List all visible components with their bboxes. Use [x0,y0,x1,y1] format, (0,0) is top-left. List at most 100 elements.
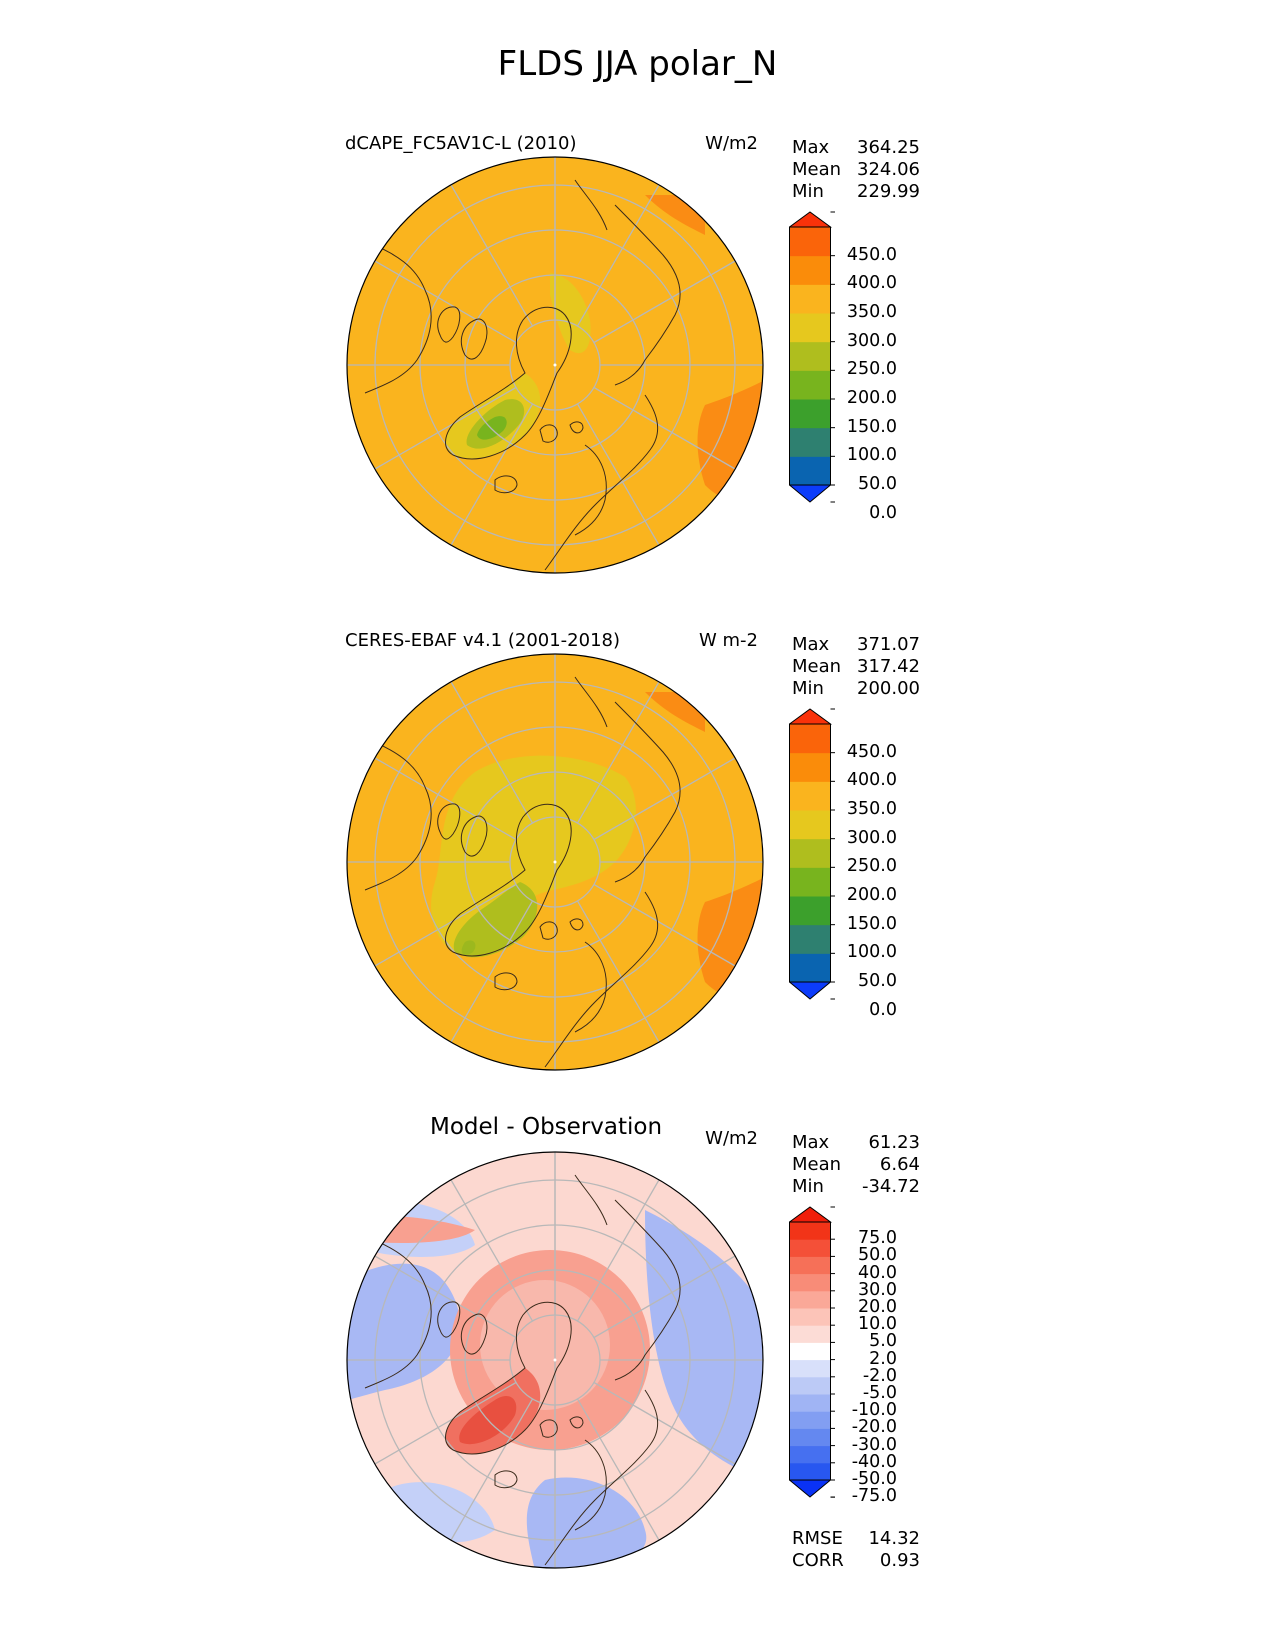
stat-value: 200.00 [857,678,920,699]
coastline [614,1199,681,1381]
pole-marker [553,1358,557,1362]
colorbar-tick-label: 50.0 [858,474,897,494]
colorbar-tick-label: 50.0 [858,1245,897,1266]
panel-difference: Model - Observation W/m2 Max 61.23 Mean 6.… [0,1114,1275,1608]
colorbar-extend-max [789,708,833,725]
colorbar-tick-label: 100.0 [846,942,897,963]
polar-map [346,1151,764,1569]
stats-box: Max 61.23 Mean 6.64 Min -34.72 [792,1132,920,1198]
map-boundary [346,1151,764,1569]
coastline [544,1389,659,1566]
polar-map [346,653,764,1071]
panel-title: dCAPE_FC5AV1C-L (2010) [345,133,577,154]
units-label: W/m2 [705,133,758,154]
stat-value: 14.32 [868,1528,920,1549]
coastline [574,444,607,536]
colorbar-segment [789,1256,831,1275]
colorbar-segment [789,1273,831,1292]
longitude-gridline [576,681,660,824]
colorbar-segment [789,752,831,782]
coastline [460,1313,488,1355]
stat-label: Mean [792,1154,842,1175]
longitude-gridline [576,1398,660,1541]
coastline [460,815,488,857]
colorbar-segment [789,1239,831,1257]
longitude-gridline [374,1255,517,1339]
colorbar-tick-label: 2.0 [869,1348,897,1369]
stats-box: Max 364.25 Mean 324.06 Min 229.99 [792,137,920,203]
colorbar-segment [789,456,831,486]
colorbar-segment [789,1411,831,1429]
longitude-gridline [450,1179,534,1322]
colorbar-tick-label: 30.0 [858,1279,897,1300]
colorbar-tick-label: -10.0 [851,1400,897,1421]
colorbar-tick-label: 40.0 [858,1262,897,1283]
colorbar-tick-label: 20.0 [858,1297,897,1317]
colorbar-tick-label: 450.0 [846,741,897,762]
colorbar-tick-label: 100.0 [846,445,897,466]
colorbar-segment [789,1222,831,1240]
colorbar-tick-label: 0.0 [869,999,897,1020]
colorbar-frame [789,1221,831,1481]
colorbar-svg [789,1206,835,1498]
field-low-region [461,940,476,955]
colorbar-extend-min [789,1479,832,1498]
stat-label: CORR [792,1550,844,1571]
stats-box: Max 371.07 Mean 317.42 Min 200.00 [792,634,920,700]
coastline [494,1470,518,1489]
colorbar-extend-max [789,211,833,228]
map-boundary [346,156,764,574]
longitude-gridline [450,184,534,327]
coastline [574,941,607,1033]
coastline [569,1416,584,1429]
coastline [445,1301,572,1455]
coastline [614,204,681,386]
colorbar-segment [789,1308,831,1326]
colorbar-tick-label: -40.0 [851,1451,897,1472]
units-label: W/m2 [705,1128,758,1149]
colorbar-tick-label: -75.0 [851,1486,897,1507]
colorbar-tick-label: 400.0 [846,273,897,294]
colorbar-tick-label: 250.0 [846,856,897,877]
coastline [364,244,432,394]
stat-label: Max [792,1132,830,1153]
stat-value: 364.25 [857,137,920,158]
stat-value: 324.06 [857,159,920,180]
stat-label: Max [792,634,830,655]
units-label: W m-2 [698,630,758,651]
colorbar-segment [789,1445,831,1464]
colorbar-segment [789,1325,831,1343]
stat-label: Mean [792,159,842,180]
colorbar-frame [789,723,831,983]
colorbar-tick-label: 200.0 [846,388,897,408]
coastline [437,1301,461,1338]
longitude-gridline [450,403,534,546]
coastline [569,918,584,931]
field-negative-region [645,1210,763,1480]
colorbar-tick-label: 250.0 [846,359,897,380]
coastline [614,701,681,883]
longitude-gridline [450,900,534,1043]
longitude-gridline [576,184,660,327]
colorbar-segment [789,781,831,811]
colorbar-segment [789,953,831,983]
colorbar-segment [789,1428,831,1447]
colorbar-tick-label: 300.0 [846,827,897,848]
colorbar-segment [789,427,831,457]
field-low-region [453,882,538,958]
colorbar-segment [789,1290,831,1309]
panel-title: CERES-EBAF v4.1 (2001-2018) [345,630,621,651]
colorbar-svg [789,708,835,1000]
colorbar-segment [789,810,831,840]
coastline [574,1174,608,1226]
longitude-gridline [593,260,736,344]
map-boundary [346,653,764,1071]
colorbar-segment [789,724,831,754]
pole-marker [553,860,557,864]
longitude-gridline [374,883,517,967]
pole-marker [553,363,557,367]
stat-value: 229.99 [857,181,920,202]
colorbar-tick-label: -5.0 [862,1383,897,1403]
longitude-gridline [374,757,517,841]
stat-value: 6.64 [879,1154,920,1175]
